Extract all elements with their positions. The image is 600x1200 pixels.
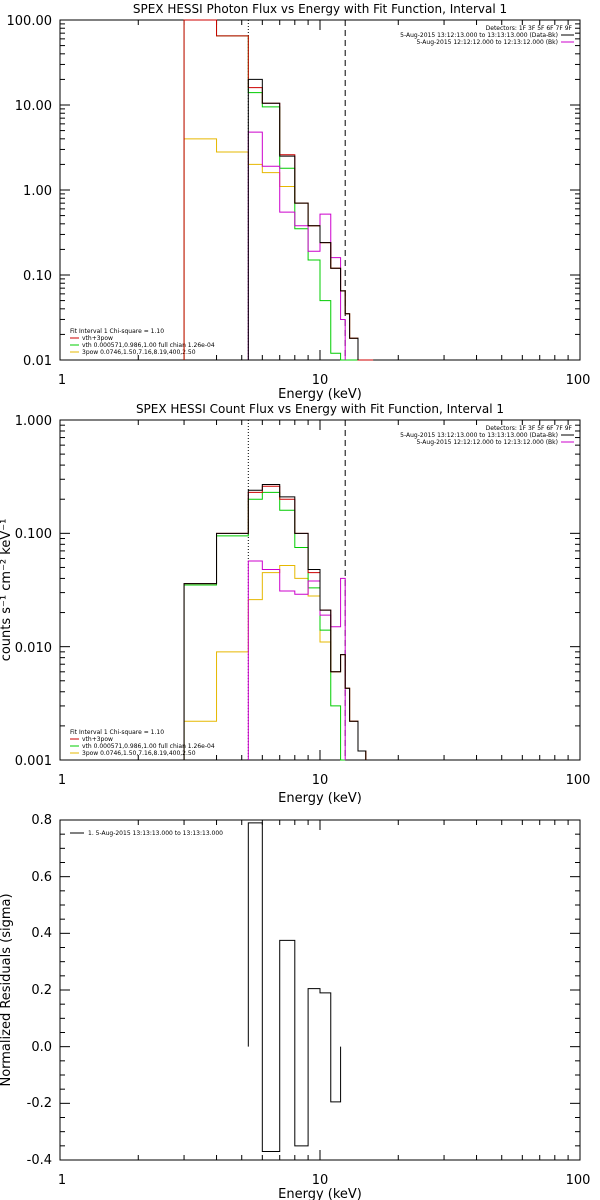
photon-flux-data-interval: 5-Aug-2015 13:12:13.000 to 13:13:13.000 …	[400, 32, 558, 39]
count-flux-ytick-0: 0.001	[15, 754, 52, 769]
photon-flux-ytick-2: 1.00	[23, 184, 52, 199]
photon-flux-title: SPEX HESSI Photon Flux vs Energy with Fi…	[133, 2, 507, 16]
photon-flux-ytick-0: 0.01	[23, 354, 52, 369]
count-flux-fit-vth: vth 0.000571,0.986,1.00 full chian 1.26e…	[82, 743, 215, 750]
count-flux-ylabel: counts s⁻¹ cm⁻² keV⁻¹	[0, 519, 14, 662]
residuals-xlabel: Energy (keV)	[278, 1187, 362, 1200]
count-flux-fit-chi: Fit Interval 1 Chi-square = 1.10	[70, 729, 164, 736]
count-flux-detectors: Detectors: 1F 3F 5F 6F 7F 9F	[486, 425, 573, 432]
photon-flux-fit-chi: Fit Interval 1 Chi-square = 1.10	[70, 328, 164, 335]
photon-flux-ytick-3: 10.00	[15, 99, 52, 114]
residuals-ytick-m02: -0.2	[27, 1096, 52, 1111]
photon-flux-bk-interval: 5-Aug-2015 12:12:12.000 to 12:13:12.000 …	[416, 39, 558, 46]
residuals-ytick-08: 0.8	[31, 813, 52, 828]
series-bk-histogram	[247, 560, 346, 760]
count-flux-ytick-1: 0.010	[15, 641, 52, 656]
photon-flux-xtick-1: 1	[58, 373, 66, 388]
count-flux-title: SPEX HESSI Count Flux vs Energy with Fit…	[136, 402, 504, 416]
photon-flux-fit-vth: vth 0.000571,0.986,1.00 full chian 1.26e…	[82, 342, 215, 349]
residuals-ytick-06: 0.6	[31, 870, 52, 885]
count-flux-fit-pow: 3pow 0.0746,1.50,7.16,8.19,400,2.50	[82, 750, 196, 757]
residuals-xtick-100: 100	[566, 1173, 591, 1188]
count-flux-xtick-1: 1	[58, 773, 66, 788]
count-flux-fit-total: vth+3pow	[82, 736, 113, 743]
count-flux-ytick-2: 0.100	[15, 527, 52, 542]
residuals-legend-label: 1. 5-Aug-2015 13:13:13.000 to 13:13:13.0…	[88, 830, 223, 837]
photon-flux-fit-pow: 3pow 0.0746,1.50,7.16,8.19,400,2.50	[82, 349, 196, 356]
photon-flux-xtick-10: 10	[312, 373, 329, 388]
photon-flux-xtick-100: 100	[566, 373, 591, 388]
count-flux-data-interval: 5-Aug-2015 13:12:13.000 to 13:13:13.000 …	[400, 432, 558, 439]
series-data-histogram	[247, 78, 359, 360]
residuals-xtick-1: 1	[58, 1173, 66, 1188]
series-residuals-histogram	[247, 822, 342, 1152]
photon-flux-fit-total: vth+3pow	[82, 335, 113, 342]
photon-flux-xlabel: Energy (keV)	[278, 387, 362, 402]
photon-flux-detectors: Detectors: 1F 3F 5F 6F 7F 9F	[486, 25, 573, 32]
count-flux-xlabel: Energy (keV)	[278, 791, 362, 806]
photon-flux-ytick-4: 100.00	[7, 14, 53, 29]
residuals-ytick-04: 0.4	[31, 926, 52, 941]
count-flux-bk-interval: 5-Aug-2015 12:12:12.000 to 12:13:12.000 …	[416, 439, 558, 446]
residuals-ytick-02: 0.2	[31, 983, 52, 998]
count-flux-ytick-3: 1.000	[15, 414, 52, 429]
photon-flux-ytick-1: 0.10	[23, 269, 52, 284]
count-flux-xtick-100: 100	[566, 773, 591, 788]
count-flux-panel: SPEX HESSI Count Flux vs Energy with Fit…	[0, 402, 590, 806]
count-flux-xtick-10: 10	[312, 773, 329, 788]
series-data-histogram	[183, 483, 367, 760]
residuals-ytick-m04: -0.4	[27, 1153, 52, 1168]
photon-flux-panel: SPEX HESSI Photon Flux vs Energy with Fi…	[7, 2, 591, 402]
residuals-ylabel: Normalized Residuals (sigma)	[0, 893, 14, 1086]
residuals-panel: 1 10 100 -0.4 -0.2 0.0 0.2 0.4 0.6 0.8 E…	[0, 813, 590, 1200]
residuals-xtick-10: 10	[312, 1173, 329, 1188]
residuals-ytick-00: 0.0	[31, 1040, 52, 1055]
